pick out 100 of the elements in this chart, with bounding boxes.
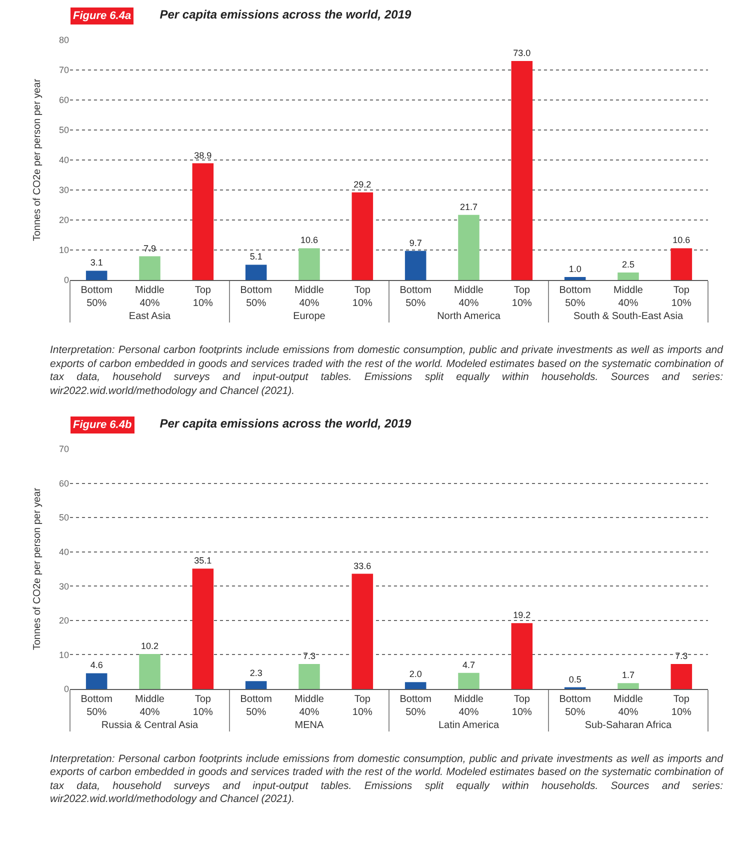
- series-label: Middle 40%: [135, 694, 165, 718]
- x-tick-label: East Asia: [128, 311, 172, 322]
- chart-title: Per capita emissions across the world, 2019: [160, 8, 412, 22]
- y-tick-label: 0: [64, 684, 69, 694]
- bar: [298, 664, 320, 689]
- text: Top 10%: [671, 694, 692, 718]
- bar: [404, 250, 426, 280]
- series-label: Top 10%: [192, 694, 214, 718]
- y-tick-label: 20: [58, 215, 69, 226]
- bar: [192, 163, 214, 280]
- data-label: 21.7: [460, 202, 478, 212]
- series-label: Bottom 50%: [559, 285, 591, 309]
- data-label: 1.0: [568, 264, 582, 274]
- text: Middle 40%: [454, 694, 484, 718]
- bar: [86, 672, 108, 689]
- text: Bottom 50%: [80, 285, 112, 309]
- bar: [86, 270, 108, 280]
- text: Top 10%: [352, 694, 372, 718]
- y-tick-label: 30: [58, 580, 69, 591]
- y-tick-label: 50: [58, 512, 69, 522]
- bar: [511, 622, 533, 689]
- data-label: 10.2: [140, 640, 159, 651]
- bar: [192, 568, 214, 689]
- y-axis-title: Tonnes of CO2e per person per year: [32, 486, 43, 650]
- y-tick-label: 60: [58, 478, 69, 488]
- bar: [245, 264, 267, 280]
- bar: [404, 682, 426, 689]
- chart-title: Per capita emissions across the world, 2019: [160, 416, 412, 430]
- x-tick-label: Sub-Saharan Africa: [584, 720, 672, 731]
- series-label: Bottom 50%: [559, 694, 591, 718]
- data-label: 2.0: [409, 668, 422, 679]
- x-tick-label: Europe: [293, 311, 326, 322]
- data-label: 33.6: [354, 560, 372, 570]
- y-tick-label: 50: [58, 125, 69, 136]
- text: Top 10%: [671, 285, 692, 309]
- text: Bottom 50%: [400, 694, 432, 718]
- x-tick-label: South & South-East Asia: [573, 311, 684, 322]
- data-label: 2.3: [250, 668, 262, 678]
- y-tick-label: 10: [58, 245, 69, 256]
- data-label: 5.1: [250, 252, 262, 262]
- y-axis-title: Tonnes of CO2e per person per year: [32, 78, 43, 242]
- y-tick-label: 40: [58, 155, 69, 166]
- text: Bottom 50%: [80, 694, 112, 718]
- data-label: 7.9: [143, 243, 156, 254]
- data-label: 1.7: [622, 670, 635, 680]
- text: Middle 40%: [454, 285, 484, 309]
- data-label: 3.1: [90, 258, 103, 268]
- x-tick-label: Russia & Central Asia: [101, 720, 199, 731]
- data-label: 4.7: [462, 659, 476, 670]
- text: Top 10%: [512, 694, 532, 718]
- text: Middle 40%: [614, 285, 643, 309]
- y-tick-label: 70: [58, 65, 69, 76]
- bar: [298, 248, 320, 280]
- data-label: 29.2: [354, 179, 372, 190]
- data-label: 19.2: [513, 610, 531, 620]
- series-label: Middle 40%: [135, 285, 165, 309]
- bar: [458, 672, 480, 689]
- bar: [618, 682, 639, 689]
- data-label: 2.5: [622, 260, 635, 270]
- y-tick-label: 10: [58, 649, 69, 660]
- y-tick-label: 40: [58, 546, 69, 557]
- bar: [670, 664, 692, 689]
- bar: [670, 248, 692, 280]
- data-label: 0.5: [568, 674, 582, 684]
- text: Middle 40%: [294, 285, 324, 309]
- data-label: 4.6: [90, 660, 103, 670]
- y-tick-label: 80: [58, 35, 69, 46]
- bar: [139, 256, 160, 280]
- bar: [458, 214, 480, 280]
- x-tick-label: North America: [437, 311, 501, 322]
- caption: Figure 6.4a: [73, 10, 132, 22]
- bar: [564, 277, 586, 280]
- y-tick-label: 0: [64, 275, 69, 286]
- bar: [511, 61, 533, 280]
- y-tick-label: 70: [58, 444, 69, 454]
- text: Bottom 50%: [400, 285, 432, 309]
- data-label: 35.1: [194, 555, 212, 566]
- text: Interpretation: Personal carbon footprints include emissions from domestic consumption, public and private investments as well as imports and exports of carbon embedded in goods and services traded with the rest of the world. Modeled estimates based on the systematic combination of tax data, household surveys and input-output tables. Emissions split equally within households. Sources and series: wir2022.wid.world/methodology and Chancel (2021).: [50, 344, 723, 399]
- data-label: 73.0: [513, 48, 531, 58]
- bar: [352, 573, 374, 689]
- bar: [352, 192, 374, 280]
- data-label: 7.3: [675, 650, 688, 661]
- x-tick-label: MENA: [294, 720, 324, 731]
- text: Interpretation: Personal carbon footprints include emissions from domestic consumption, public and private investments as well as imports and exports of carbon embedded in goods and services traded with the rest of the world. Modeled estimates based on the systematic combination of tax data, household surveys and input-output tables. Emissions split equally within households. Sources and series: wir2022.wid.world/methodology and Chancel (2021).: [50, 752, 723, 808]
- bar: [139, 654, 160, 689]
- caption: Figure 6.4b: [73, 418, 132, 431]
- x-tick-label: Latin America: [438, 720, 500, 731]
- data-label: 10.6: [300, 235, 318, 246]
- text: Top 10%: [352, 285, 372, 309]
- y-tick-label: 60: [58, 95, 69, 106]
- text: Middle 40%: [294, 694, 324, 718]
- text: Top 10%: [512, 285, 532, 309]
- data-label: 38.9: [194, 150, 212, 160]
- bar: [245, 680, 267, 689]
- data-label: 9.7: [409, 238, 422, 248]
- series-label: Top 10%: [192, 285, 214, 309]
- y-tick-label: 30: [58, 185, 69, 196]
- bar: [618, 272, 639, 280]
- y-tick-label: 20: [58, 615, 69, 626]
- text: Middle 40%: [614, 694, 643, 718]
